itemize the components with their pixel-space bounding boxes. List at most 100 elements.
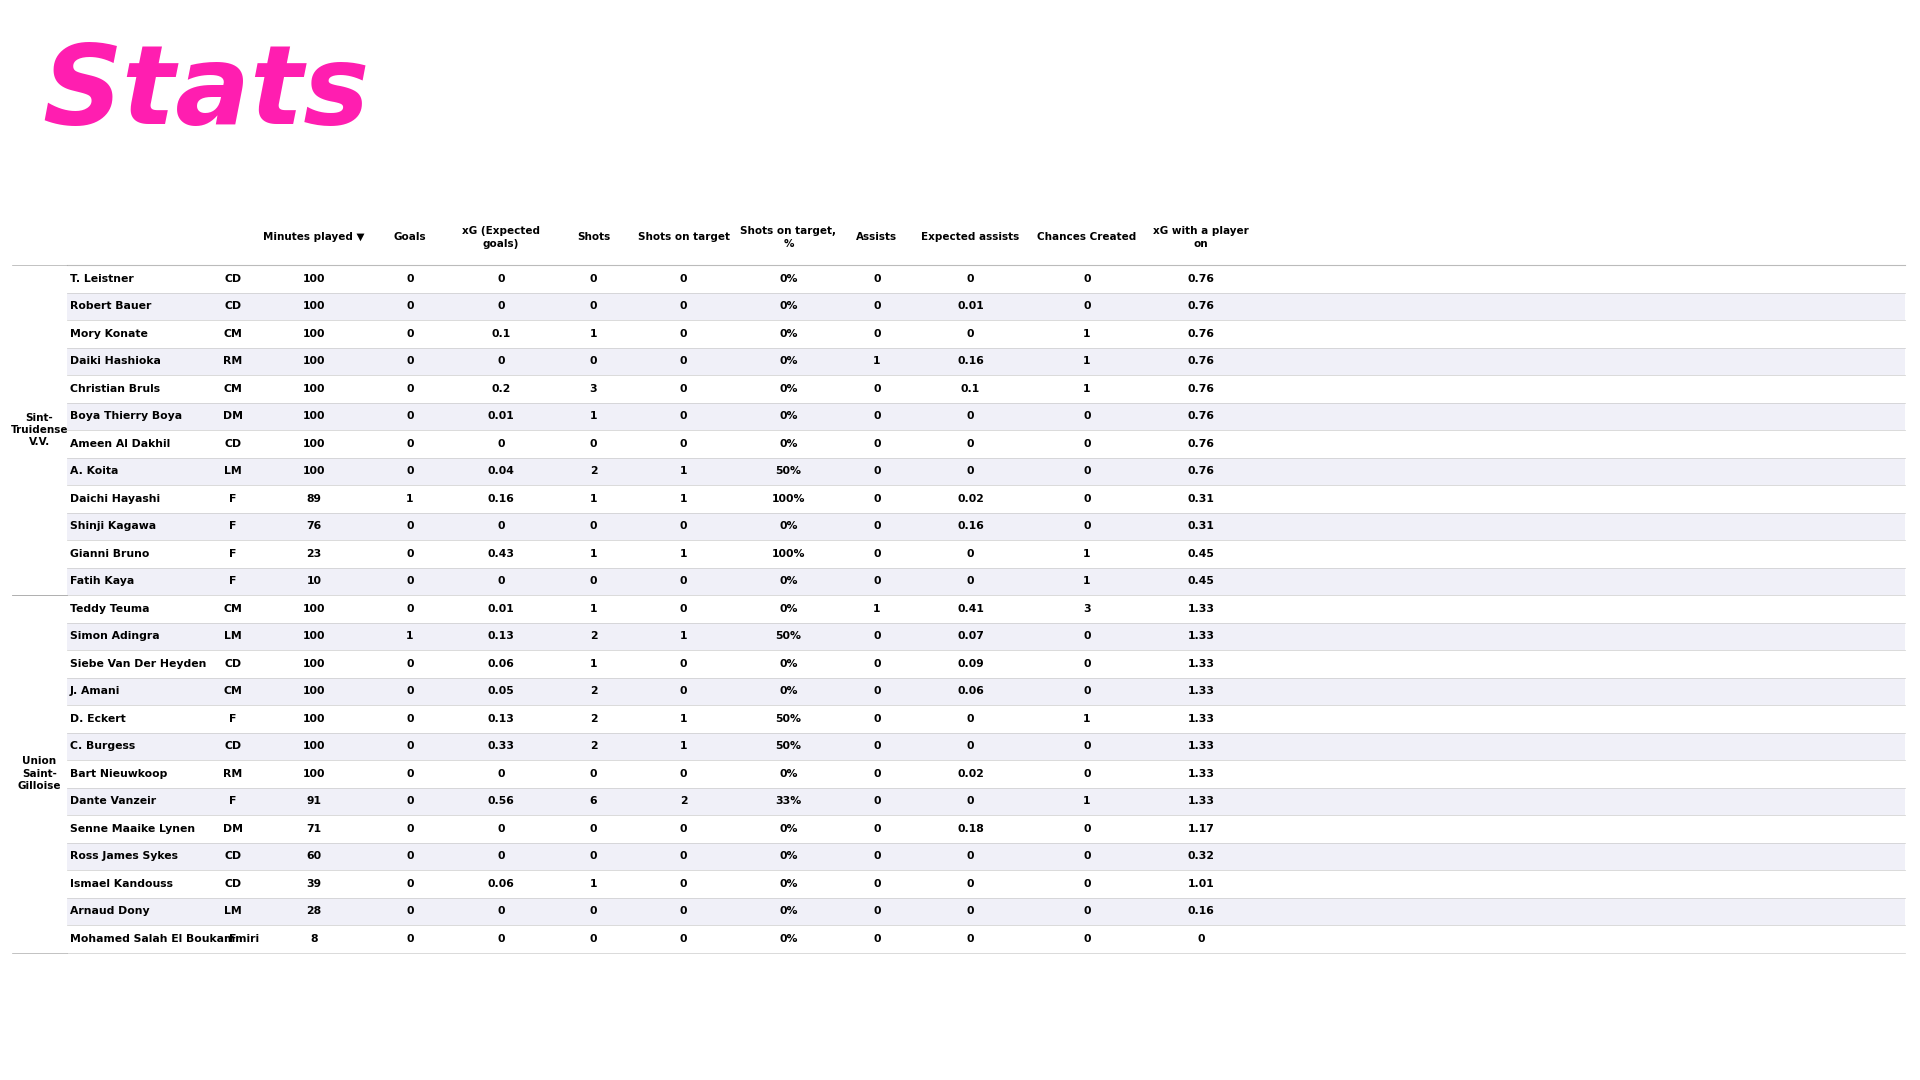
FancyBboxPatch shape: [67, 567, 1905, 595]
Text: 0: 0: [1083, 879, 1091, 889]
Text: Goals: Goals: [394, 232, 426, 243]
Text: 1: 1: [407, 494, 413, 503]
Text: 0%: 0%: [780, 879, 797, 889]
Text: CD: CD: [225, 851, 242, 861]
Text: 0: 0: [968, 467, 973, 476]
Text: 1: 1: [1083, 383, 1091, 394]
Text: DM: DM: [223, 411, 244, 421]
Text: 0: 0: [968, 934, 973, 944]
Text: 0: 0: [874, 659, 881, 669]
Text: 0: 0: [407, 577, 413, 586]
Text: 0: 0: [497, 824, 505, 834]
Text: 1: 1: [407, 631, 413, 642]
Text: 2: 2: [589, 686, 597, 697]
FancyBboxPatch shape: [67, 622, 1905, 650]
FancyBboxPatch shape: [67, 348, 1905, 375]
Text: 0: 0: [407, 769, 413, 779]
Text: 0: 0: [680, 934, 687, 944]
Text: 0: 0: [874, 467, 881, 476]
Text: Gianni Bruno: Gianni Bruno: [69, 549, 150, 558]
Text: Dante Vanzeir: Dante Vanzeir: [69, 796, 156, 807]
Text: Fatih Kaya: Fatih Kaya: [69, 577, 134, 586]
Text: 1.33: 1.33: [1187, 714, 1215, 724]
Text: CM: CM: [223, 686, 242, 697]
Text: 0.13: 0.13: [488, 631, 515, 642]
Text: 0: 0: [497, 577, 505, 586]
Text: 1: 1: [1083, 549, 1091, 558]
Text: 0: 0: [968, 328, 973, 339]
Text: 0: 0: [680, 438, 687, 449]
Text: Daichi Hayashi: Daichi Hayashi: [69, 494, 159, 503]
Text: 3: 3: [589, 383, 597, 394]
Text: 0: 0: [874, 714, 881, 724]
Text: 1: 1: [589, 659, 597, 669]
Text: 2: 2: [589, 631, 597, 642]
Text: 0.31: 0.31: [1188, 522, 1215, 531]
FancyBboxPatch shape: [67, 513, 1905, 540]
Text: 0: 0: [589, 438, 597, 449]
Text: 1: 1: [680, 549, 687, 558]
Text: 1: 1: [1083, 577, 1091, 586]
Text: 100: 100: [303, 714, 324, 724]
Text: Mory Konate: Mory Konate: [69, 328, 148, 339]
Text: Senne Maaike Lynen: Senne Maaike Lynen: [69, 824, 196, 834]
Text: 0: 0: [680, 411, 687, 421]
Text: 0: 0: [407, 328, 413, 339]
Text: 0.01: 0.01: [958, 301, 983, 311]
Text: 0%: 0%: [780, 604, 797, 613]
Text: Ismael Kandouss: Ismael Kandouss: [69, 879, 173, 889]
Text: 0: 0: [1083, 273, 1091, 284]
Text: 0: 0: [497, 934, 505, 944]
FancyBboxPatch shape: [67, 458, 1905, 485]
Text: 0%: 0%: [780, 769, 797, 779]
Text: 0: 0: [874, 824, 881, 834]
Text: 0.06: 0.06: [488, 659, 515, 669]
Text: Robert Bauer: Robert Bauer: [69, 301, 152, 311]
Text: 33%: 33%: [776, 796, 803, 807]
Text: 0%: 0%: [780, 906, 797, 916]
Text: 0.76: 0.76: [1187, 383, 1215, 394]
Text: 0.45: 0.45: [1188, 577, 1215, 586]
Text: C. Burgess: C. Burgess: [69, 741, 134, 752]
Text: 0: 0: [874, 906, 881, 916]
Text: 0: 0: [407, 438, 413, 449]
Text: LM: LM: [225, 906, 242, 916]
FancyBboxPatch shape: [67, 787, 1905, 815]
Text: 6: 6: [589, 796, 597, 807]
Text: 0: 0: [968, 906, 973, 916]
Text: 0.16: 0.16: [1188, 906, 1215, 916]
FancyBboxPatch shape: [67, 403, 1905, 430]
Text: 10: 10: [307, 577, 321, 586]
Text: CD: CD: [225, 879, 242, 889]
Text: 0: 0: [497, 522, 505, 531]
Text: Shots: Shots: [576, 232, 611, 243]
Text: 0.56: 0.56: [488, 796, 515, 807]
Text: F: F: [228, 494, 236, 503]
Text: 0: 0: [874, 879, 881, 889]
Text: Expected assists: Expected assists: [922, 232, 1020, 243]
Text: 0: 0: [589, 934, 597, 944]
Text: CD: CD: [225, 741, 242, 752]
Text: 0: 0: [968, 273, 973, 284]
Text: 0: 0: [680, 522, 687, 531]
Text: 0: 0: [497, 301, 505, 311]
Text: CM: CM: [223, 328, 242, 339]
Text: 100%: 100%: [772, 549, 804, 558]
Text: 2: 2: [589, 741, 597, 752]
Text: Ross James Sykes: Ross James Sykes: [69, 851, 179, 861]
Text: 0%: 0%: [780, 356, 797, 366]
Text: 0: 0: [589, 301, 597, 311]
Text: LM: LM: [225, 631, 242, 642]
Text: 1: 1: [874, 604, 881, 613]
Text: Minutes played ▼: Minutes played ▼: [263, 232, 365, 243]
Text: 100: 100: [303, 631, 324, 642]
Text: 0: 0: [874, 301, 881, 311]
Text: 0%: 0%: [780, 577, 797, 586]
Text: 1: 1: [589, 549, 597, 558]
Text: 76: 76: [307, 522, 323, 531]
Text: 0.33: 0.33: [488, 741, 515, 752]
Text: F: F: [228, 934, 236, 944]
Text: 0: 0: [407, 383, 413, 394]
FancyBboxPatch shape: [67, 897, 1905, 924]
Text: F: F: [228, 796, 236, 807]
